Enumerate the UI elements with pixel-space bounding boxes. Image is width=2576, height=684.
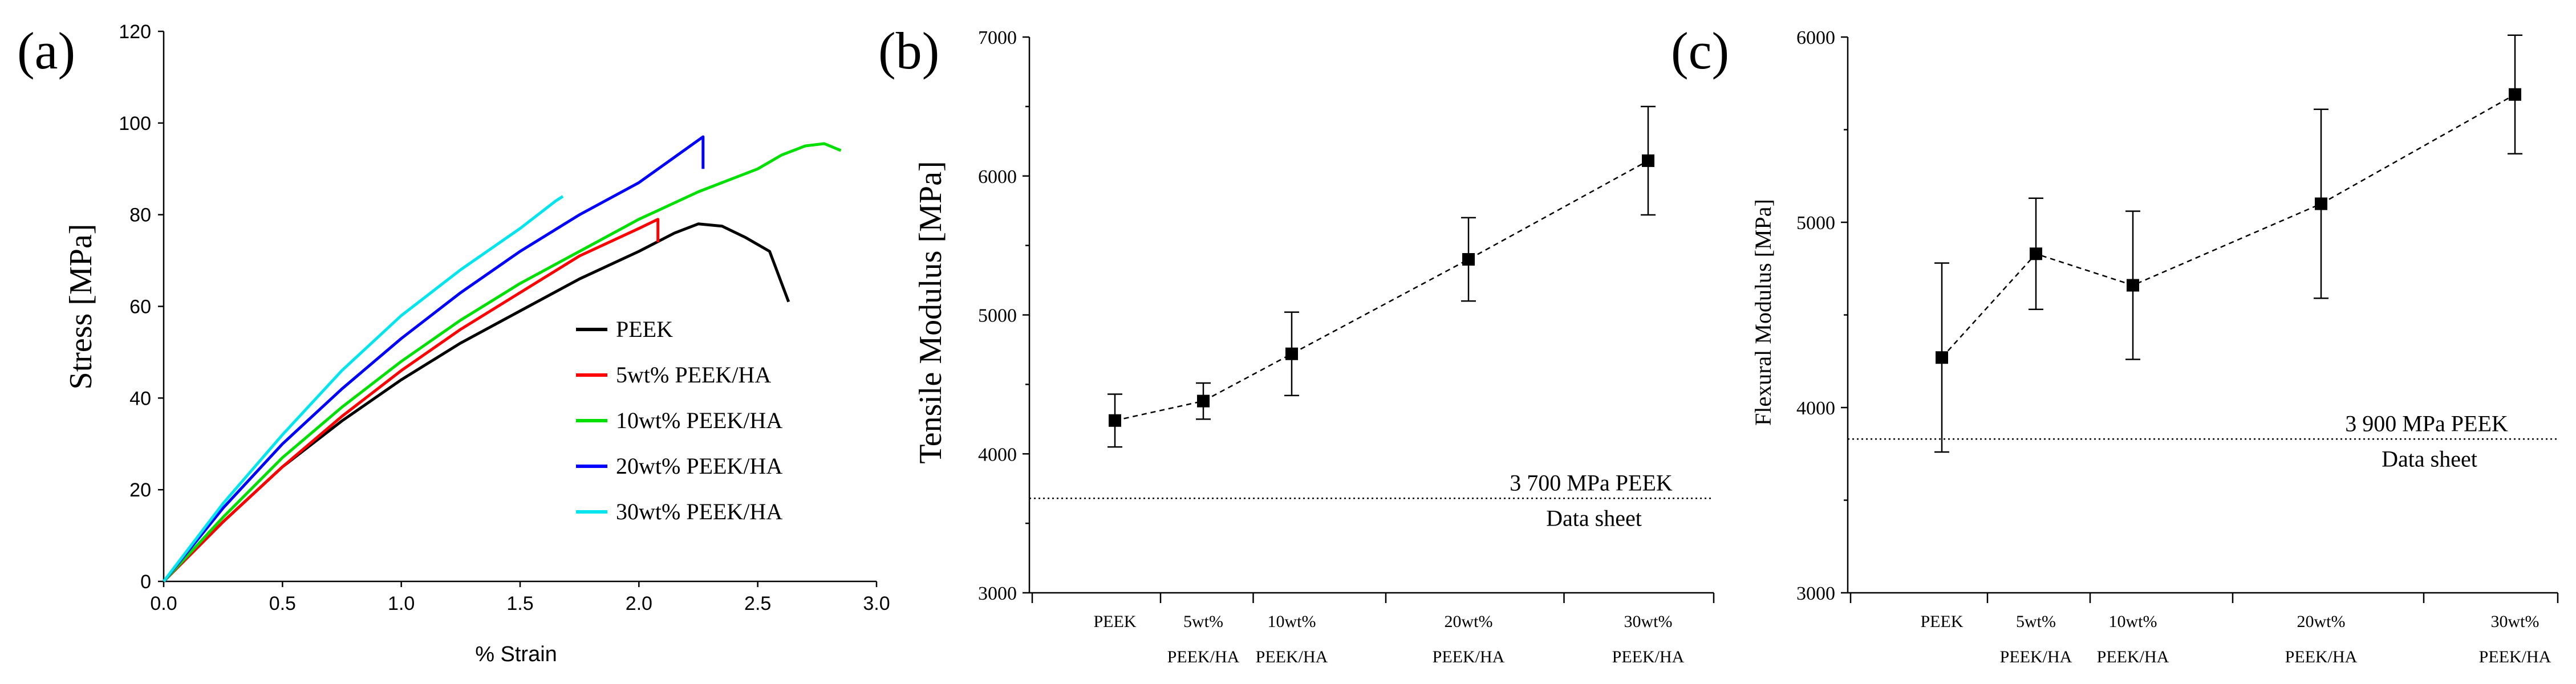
- y-tick-label-a: 60: [129, 296, 151, 318]
- category-label-c: PEEK/HA: [2000, 648, 2072, 666]
- trend-line-b: [1114, 160, 1649, 422]
- data-point-c: [2127, 279, 2139, 292]
- category-label-c: 30wt%: [2491, 612, 2540, 631]
- x-axis-title-a: % Strain: [475, 642, 557, 666]
- series-line: [163, 222, 790, 583]
- data-point-b: [1462, 253, 1475, 266]
- reference-label-b: 3 700 MPa PEEK: [1510, 470, 1673, 495]
- y-tick-label-c: 3000: [1796, 583, 1835, 604]
- category-label-c: 10wt%: [2109, 612, 2157, 631]
- data-point-c: [2509, 88, 2521, 101]
- series-line: [163, 142, 842, 583]
- legend-label: 10wt% PEEK/HA: [616, 408, 782, 433]
- category-label-b: 30wt%: [1624, 612, 1673, 631]
- y-tick-label-b: 3000: [978, 583, 1017, 604]
- x-tick-label-a: 2.0: [626, 593, 652, 614]
- x-tick-label-a: 1.0: [388, 593, 415, 614]
- category-label-b: 5wt%: [1183, 612, 1223, 631]
- data-point-c: [2030, 247, 2042, 260]
- tensile-modulus-chart: 3000 4000 5000 6000 7000 PEEK 5wt% PEEK/HA 10wt%…: [913, 27, 1715, 666]
- panel-label-c: (c): [1671, 22, 1729, 80]
- category-label-c: 5wt%: [2016, 612, 2056, 631]
- category-label-b: PEEK/HA: [1256, 648, 1328, 666]
- series-line: [163, 195, 564, 583]
- panel-label-b: (b): [878, 22, 939, 80]
- category-label-c: PEEK: [1921, 612, 1964, 631]
- y-tick-label-a: 0: [140, 571, 151, 593]
- legend-label: PEEK: [616, 316, 673, 342]
- data-point-c: [1936, 351, 1948, 364]
- stress-strain-chart: 0.0 0.5 1.0 1.5 2.0 2.5 3.0 0 20 40 60 80 100 120 St…: [63, 21, 890, 666]
- series-line: [163, 218, 660, 583]
- data-point-b: [1642, 154, 1654, 167]
- category-label-c: PEEK/HA: [2479, 648, 2551, 666]
- y-axis-title-c: Flexural Modulus [MPa]: [1750, 199, 1776, 426]
- x-tick-label-a: 2.5: [744, 593, 771, 614]
- y-tick-label-c: 6000: [1796, 27, 1835, 48]
- y-tick-label-b: 6000: [978, 166, 1017, 188]
- flexural-modulus-chart: 3000 4000 5000 6000 PEEK 5wt% PEEK/HA 10wt% PEEK…: [1750, 27, 2559, 666]
- y-tick-label-b: 5000: [978, 306, 1017, 327]
- data-point-c: [2315, 197, 2327, 210]
- x-tick-label-a: 3.0: [863, 593, 890, 614]
- y-tick-label-a: 80: [129, 205, 151, 226]
- data-point-b: [1109, 414, 1121, 427]
- y-axis-title-b: Tensile Modulus [MPa]: [913, 161, 948, 463]
- legend-label: 5wt% PEEK/HA: [616, 362, 771, 388]
- data-point-b: [1285, 347, 1298, 360]
- reference-sublabel-b: Data sheet: [1546, 505, 1642, 531]
- trend-line-c: [1941, 93, 2516, 359]
- category-label-c: PEEK/HA: [2097, 648, 2169, 666]
- category-label-c: 20wt%: [2297, 612, 2346, 631]
- category-label-b: PEEK: [1094, 612, 1137, 631]
- legend-label: 20wt% PEEK/HA: [616, 453, 782, 479]
- x-tick-label-a: 0.5: [269, 593, 296, 614]
- panel-label-a: (a): [17, 22, 75, 80]
- y-tick-label-a: 100: [119, 113, 151, 135]
- category-label-b: 20wt%: [1445, 612, 1493, 631]
- x-tick-label-a: 0.0: [150, 593, 177, 614]
- legend-label: 30wt% PEEK/HA: [616, 499, 782, 524]
- category-label-b: PEEK/HA: [1167, 648, 1240, 666]
- y-tick-label-a: 20: [129, 479, 151, 501]
- y-tick-label-a: 40: [129, 388, 151, 409]
- reference-sublabel-c: Data sheet: [2382, 446, 2477, 471]
- y-tick-label-c: 5000: [1796, 213, 1835, 234]
- series-line: [163, 135, 705, 583]
- data-point-b: [1197, 394, 1210, 408]
- reference-label-c: 3 900 MPa PEEK: [2345, 410, 2508, 436]
- category-label-b: 10wt%: [1268, 612, 1316, 631]
- y-tick-label-a: 120: [119, 21, 151, 43]
- y-tick-label-b: 4000: [978, 444, 1017, 465]
- y-tick-label-c: 4000: [1796, 398, 1835, 419]
- category-label-b: PEEK/HA: [1433, 648, 1505, 666]
- y-tick-label-b: 7000: [978, 27, 1017, 48]
- category-label-c: PEEK/HA: [2285, 648, 2358, 666]
- y-axis-title-a: Stress [MPa]: [63, 224, 99, 390]
- category-label-b: PEEK/HA: [1612, 648, 1685, 666]
- legend-a: PEEK 5wt% PEEK/HA 10wt% PEEK/HA 20wt% PEEK/…: [576, 316, 782, 524]
- x-tick-label-a: 1.5: [506, 593, 533, 614]
